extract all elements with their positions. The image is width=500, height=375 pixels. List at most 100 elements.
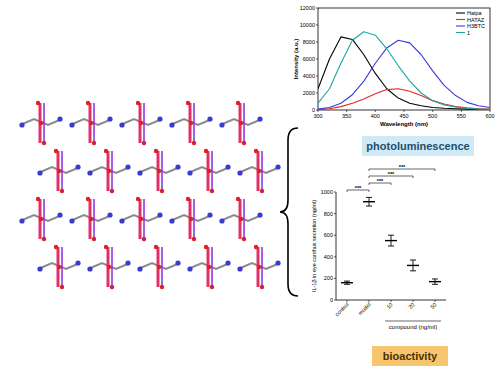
atom	[169, 122, 174, 127]
y-tick-label: 400	[324, 254, 333, 260]
mean-mark	[341, 282, 353, 283]
atom	[157, 116, 162, 121]
atom	[89, 217, 93, 221]
legend-swatch	[456, 19, 465, 20]
atom	[275, 164, 280, 169]
atom	[204, 245, 208, 249]
x-tick-label: 500	[428, 113, 437, 119]
category-label: 50	[429, 301, 438, 310]
atom	[219, 122, 224, 127]
x-tick-label: 600	[485, 113, 494, 119]
crystal-structure	[19, 101, 280, 289]
bioactivity-chart: 02004006008001000controlmodel102050compo…	[311, 164, 446, 331]
y-tick	[316, 59, 318, 60]
atom	[69, 122, 74, 127]
atom	[37, 266, 42, 271]
legend-swatch	[456, 12, 465, 13]
emission-line	[318, 40, 490, 109]
metal-column	[61, 247, 63, 287]
metal-column	[111, 247, 113, 287]
y-tick	[316, 25, 318, 26]
atom	[154, 245, 158, 249]
atom	[137, 266, 142, 271]
atom	[237, 266, 242, 271]
atom	[192, 141, 196, 145]
x-tick-label: 450	[399, 113, 408, 119]
x-tick	[318, 110, 319, 112]
metal-column	[93, 199, 95, 239]
significance-label: ***	[388, 171, 395, 177]
atom	[19, 122, 24, 127]
x-tick	[461, 110, 462, 112]
y-tick	[316, 76, 318, 77]
atom	[169, 218, 174, 223]
atom	[60, 189, 64, 193]
category-label: 10	[385, 301, 394, 310]
legend-label: Hatpa	[467, 10, 483, 16]
atom	[54, 245, 58, 249]
section-label: photoluminescence	[366, 140, 469, 152]
atom	[107, 265, 111, 269]
atom	[210, 285, 214, 289]
atom	[142, 237, 146, 241]
atom	[110, 285, 114, 289]
atom	[39, 217, 43, 221]
y-axis-title: IL-1β in eye canthus secretion (ng/ml)	[311, 200, 317, 292]
y-tick-label: 12000	[300, 5, 315, 11]
atom	[175, 164, 180, 169]
x-tick	[413, 300, 414, 302]
x-tick-label: 300	[313, 113, 322, 119]
atom	[189, 217, 193, 221]
marks-group	[341, 197, 441, 284]
atom	[107, 116, 112, 121]
y-tick	[334, 213, 336, 214]
metal-column	[261, 151, 263, 191]
x-tick-label: 550	[457, 113, 466, 119]
atom	[154, 149, 158, 153]
atom	[189, 121, 193, 125]
y-tick-label: 800	[324, 211, 333, 217]
atom	[157, 169, 161, 173]
legend-label: HATAZ	[467, 17, 485, 23]
x-tick	[490, 110, 491, 112]
group-line	[385, 321, 441, 322]
atom	[237, 170, 242, 175]
atom	[175, 260, 180, 265]
atom	[207, 169, 211, 173]
atom	[104, 149, 108, 153]
atom	[92, 141, 96, 145]
atom	[160, 189, 164, 193]
atom	[257, 212, 262, 217]
category-label: control	[334, 301, 350, 317]
atom	[37, 170, 42, 175]
y-tick-label: 6000	[303, 56, 315, 62]
atom	[119, 218, 124, 223]
category-label: 20	[407, 301, 416, 310]
atom	[42, 141, 46, 145]
atom	[139, 121, 143, 125]
metal-column	[111, 151, 113, 191]
atom	[225, 260, 230, 265]
atom	[260, 285, 264, 289]
legend-swatch	[456, 32, 465, 33]
y-tick-label: 8000	[303, 39, 315, 45]
x-tick-label: 350	[342, 113, 351, 119]
atom	[57, 169, 61, 173]
atom	[36, 197, 40, 201]
atom	[19, 218, 24, 223]
y-tick	[316, 93, 318, 94]
atom	[254, 245, 258, 249]
significance-label: ***	[399, 164, 406, 170]
plot-frame	[318, 8, 490, 110]
y-tick-label: 2000	[303, 90, 315, 96]
category-label: model	[357, 301, 372, 316]
atom	[107, 212, 112, 217]
x-axis-title: Wavelength (nm)	[380, 121, 428, 127]
atom	[119, 122, 124, 127]
x-tick-label: 400	[371, 113, 380, 119]
y-tick-label: 0	[330, 297, 333, 303]
y-axis-title: Intensity (a.u.)	[293, 39, 299, 80]
y-tick	[334, 256, 336, 257]
y-tick-label: 10000	[300, 22, 315, 28]
y-tick-label: 4000	[303, 73, 315, 79]
